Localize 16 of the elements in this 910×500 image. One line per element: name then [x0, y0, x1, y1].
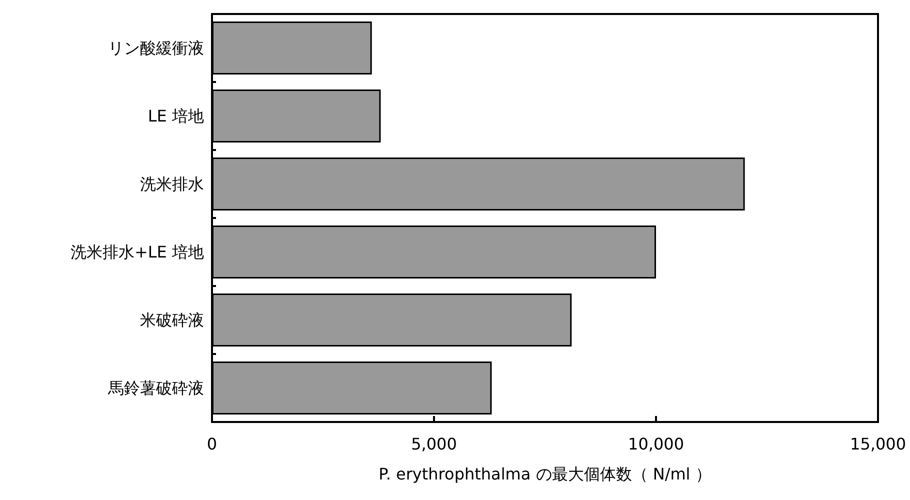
x-tick-label: 15,000 — [850, 434, 906, 454]
bar — [212, 157, 745, 211]
y-tick-label: 洗米排水+LE 培地 — [70, 242, 204, 262]
y-tick-label: 米破砕液 — [140, 310, 204, 330]
y-tick-label: 馬鈴薯破砕液 — [107, 378, 204, 398]
y-tick-label: リン酸緩衝液 — [108, 38, 204, 58]
x-tick-label: 0 — [206, 434, 218, 454]
y-tick-label: LE 培地 — [148, 106, 204, 126]
x-axis-title: P. erythrophthalma の最大個体数（ N/ml ） — [378, 464, 712, 484]
bar — [212, 21, 372, 75]
bar — [212, 293, 572, 347]
y-tick-label: 洗米排水 — [140, 174, 204, 194]
bar — [212, 225, 656, 279]
x-tick-label: 10,000 — [628, 434, 684, 454]
x-tick-label: 5,000 — [411, 434, 457, 454]
bar — [212, 89, 381, 143]
